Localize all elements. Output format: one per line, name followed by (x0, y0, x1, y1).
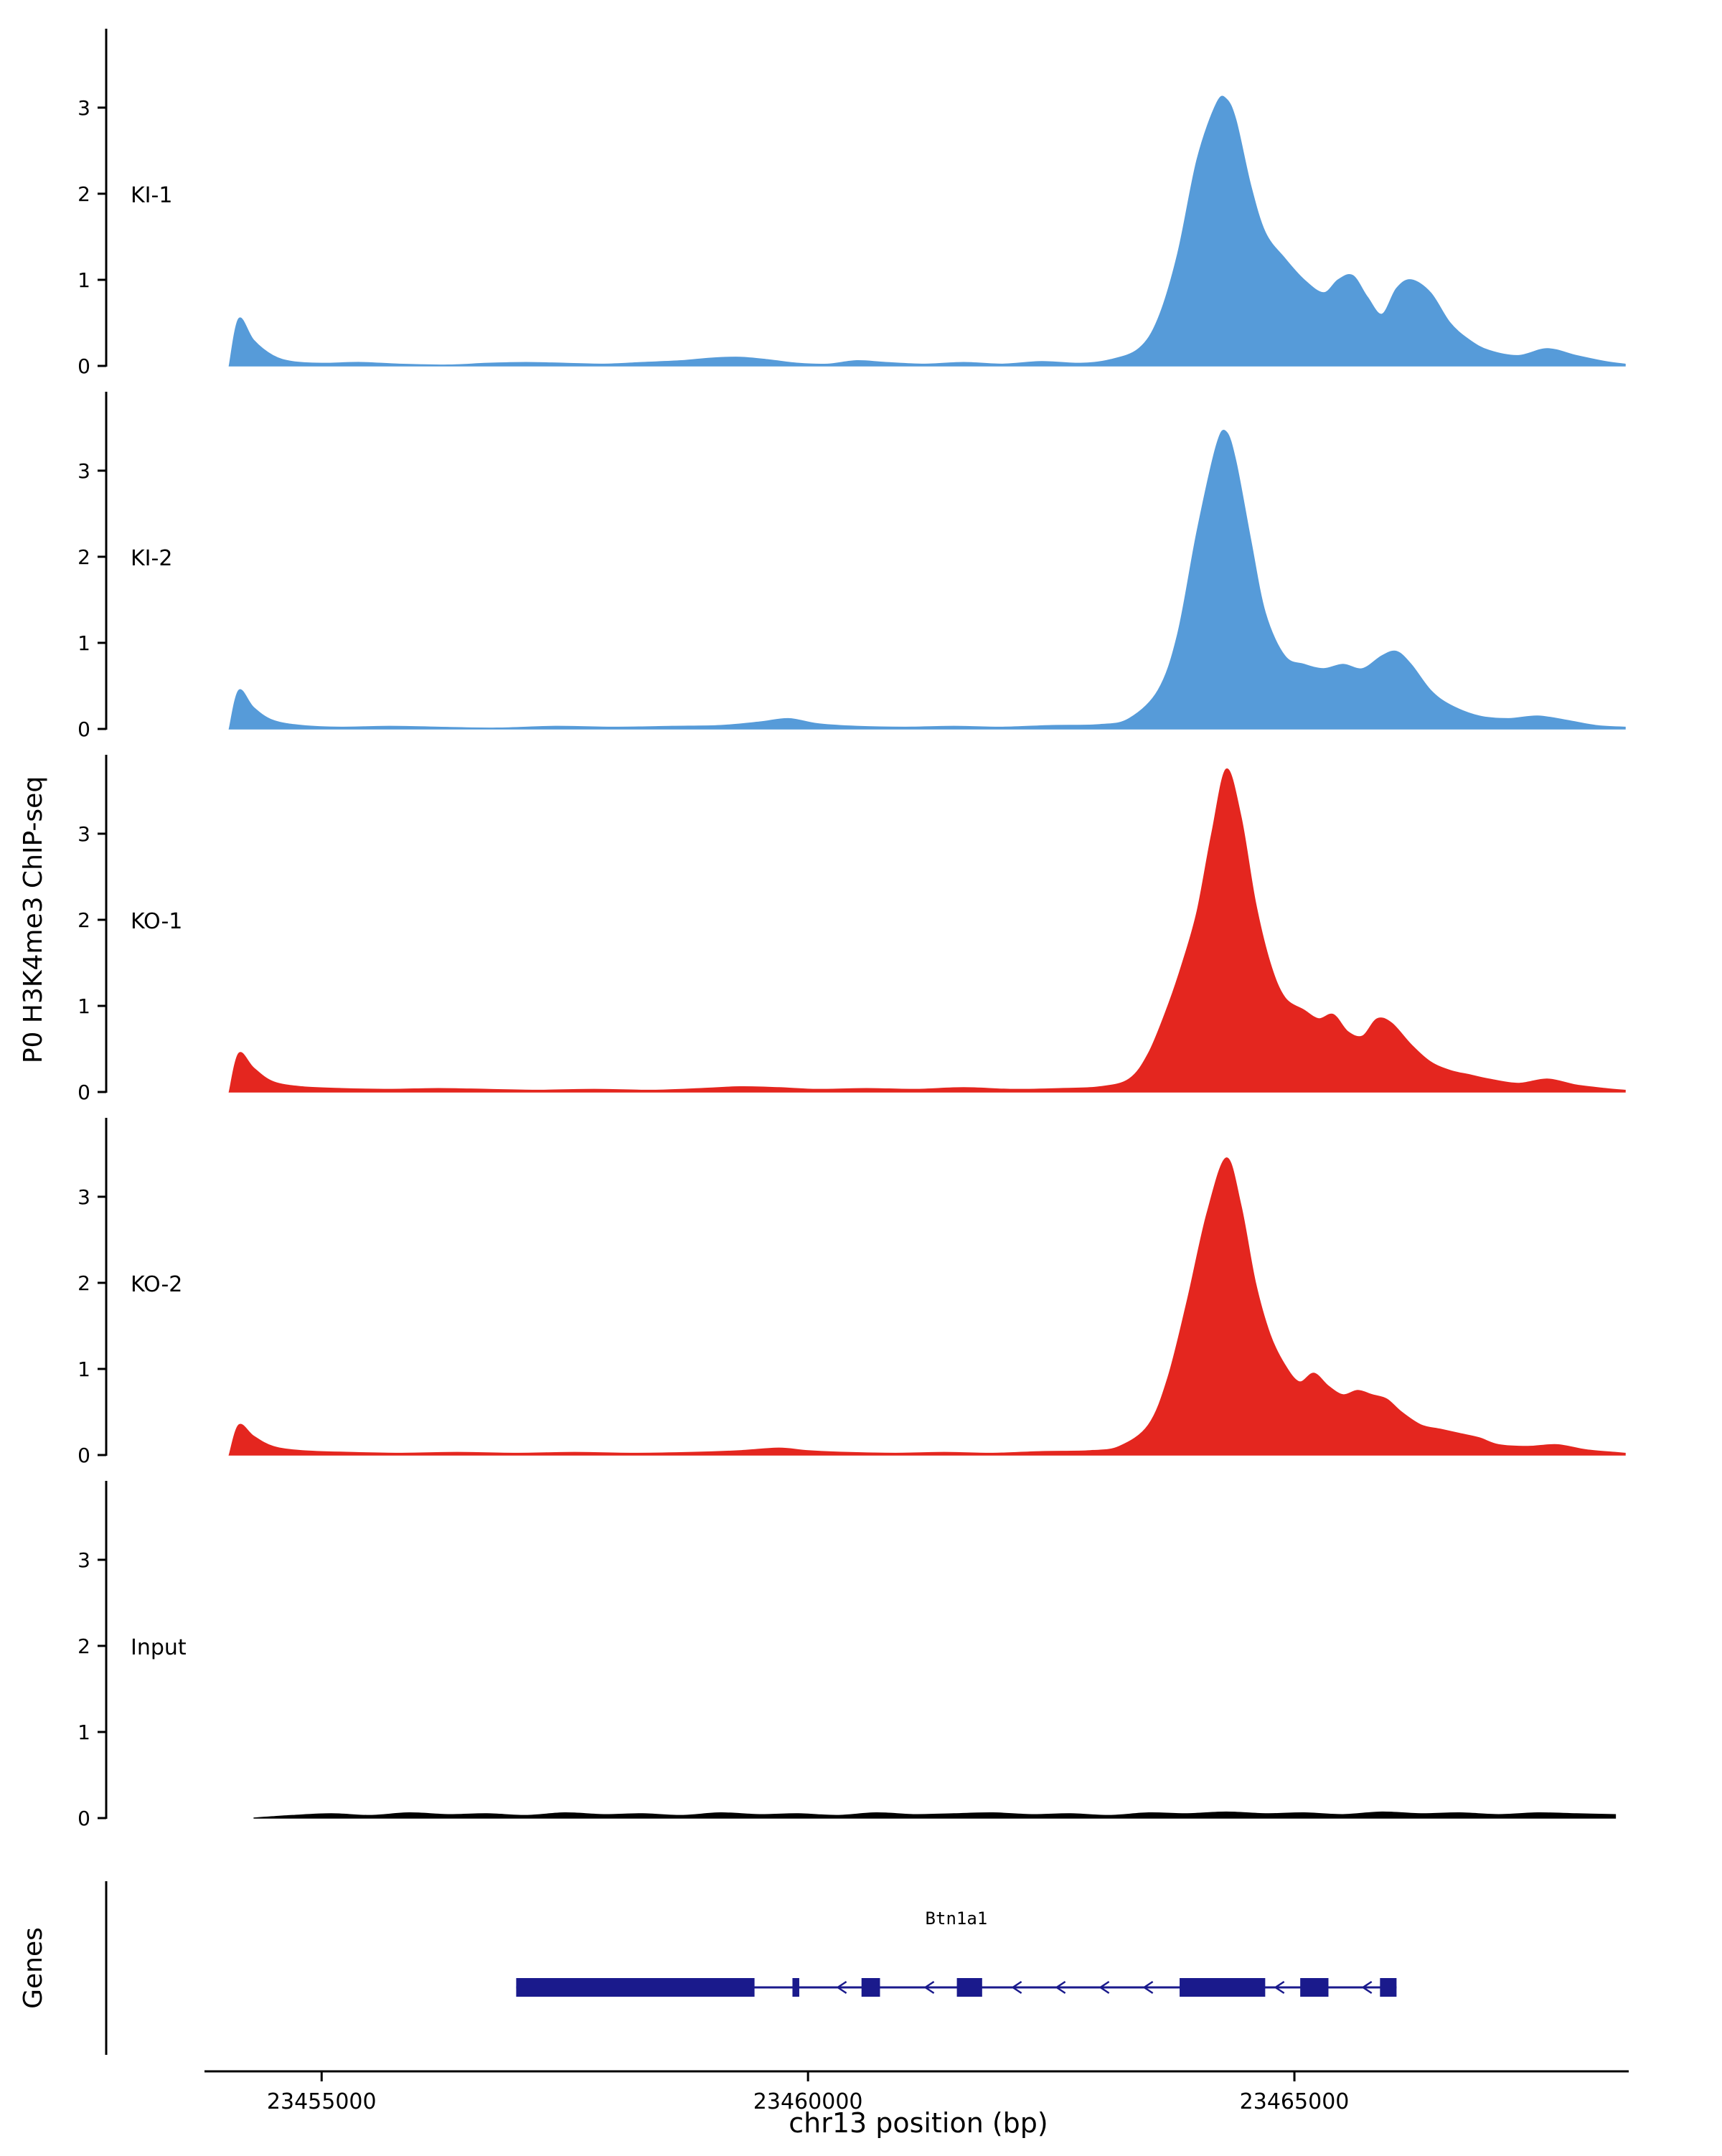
y-tick-label: 1 (77, 631, 90, 655)
gene-exon (516, 1978, 755, 1997)
y-tick-label: 2 (77, 1634, 90, 1658)
y-tick-label: 1 (77, 268, 90, 292)
gene-name-label: Btn1a1 (926, 1908, 988, 1929)
track-label: KO-1 (131, 909, 182, 934)
gene-strand-arrow (1098, 1980, 1110, 1995)
y-axis-label: P0 H3K4me3 ChIP-seq (19, 776, 48, 1063)
x-axis-layer: 23455000 23460000 23465000 (204, 2070, 1629, 2114)
y-tick-label: 2 (77, 1271, 90, 1295)
track-label: Input (131, 1635, 187, 1660)
y-tick-label: 0 (77, 354, 90, 378)
track-ko-2: 0 1 2 3 KO-2 (77, 1118, 1626, 1467)
gene-exon (956, 1978, 982, 1997)
gene-strand-arrow (923, 1980, 935, 1995)
gene-strand-arrow (1055, 1980, 1066, 1995)
gene-exon (1380, 1978, 1397, 1997)
signal-area-ki-1 (228, 95, 1626, 367)
y-tick-label: 0 (77, 717, 90, 741)
gene-exon (792, 1978, 799, 1997)
y-tick-label: 0 (77, 1444, 90, 1467)
gene-strand-arrow (1274, 1980, 1285, 1995)
gene-strand-arrow (836, 1980, 847, 1995)
y-tick-label: 3 (77, 96, 90, 120)
signal-area-ko-1 (228, 768, 1626, 1093)
y-tick-label: 2 (77, 908, 90, 932)
y-tick-label: 2 (77, 182, 90, 206)
gene-strand-arrow (1011, 1980, 1022, 1995)
x-tick-label: 23465000 (1240, 2089, 1350, 2114)
track-label: KO-2 (131, 1272, 182, 1297)
x-tick-label: 23460000 (753, 2089, 863, 2114)
y-tick-label: 1 (77, 994, 90, 1018)
track-input: 0 1 2 3 Input (77, 1481, 1617, 1830)
signal-area-input (253, 1811, 1617, 1819)
signal-tracks-layer: 0 1 2 3 KI-1 0 1 2 3 KI-2 0 1 2 3 KO-1 0 1 2 3 KO-2 0 1 2 3 Inpu… (77, 29, 1626, 1830)
gene-exon (1300, 1978, 1329, 1997)
genes-panel-label: Genes (19, 1927, 48, 2009)
y-tick-label: 0 (77, 1807, 90, 1830)
y-tick-label: 0 (77, 1081, 90, 1104)
x-axis-title: chr13 position (bp) (789, 2107, 1048, 2139)
x-tick-label: 23455000 (267, 2089, 377, 2114)
y-tick-label: 1 (77, 1357, 90, 1381)
gene-exon (1180, 1978, 1266, 1997)
track-ki-2: 0 1 2 3 KI-2 (77, 392, 1626, 741)
gene-exon (861, 1978, 880, 1997)
y-tick-label: 3 (77, 1185, 90, 1209)
y-tick-label: 2 (77, 545, 90, 569)
track-ko-1: 0 1 2 3 KO-1 (77, 755, 1626, 1104)
gene-strand-arrow (1142, 1980, 1154, 1995)
y-tick-label: 1 (77, 1720, 90, 1744)
signal-area-ko-2 (228, 1157, 1626, 1456)
gene-strand-arrow (1361, 1980, 1373, 1995)
y-tick-label: 3 (77, 822, 90, 846)
y-tick-label: 3 (77, 459, 90, 483)
y-tick-label: 3 (77, 1548, 90, 1572)
genes-layer: Btn1a1 (105, 1881, 1397, 2055)
track-label: KI-1 (131, 183, 172, 208)
signal-area-ki-2 (228, 430, 1626, 730)
track-ki-1: 0 1 2 3 KI-1 (77, 29, 1626, 378)
track-label: KI-2 (131, 546, 172, 571)
